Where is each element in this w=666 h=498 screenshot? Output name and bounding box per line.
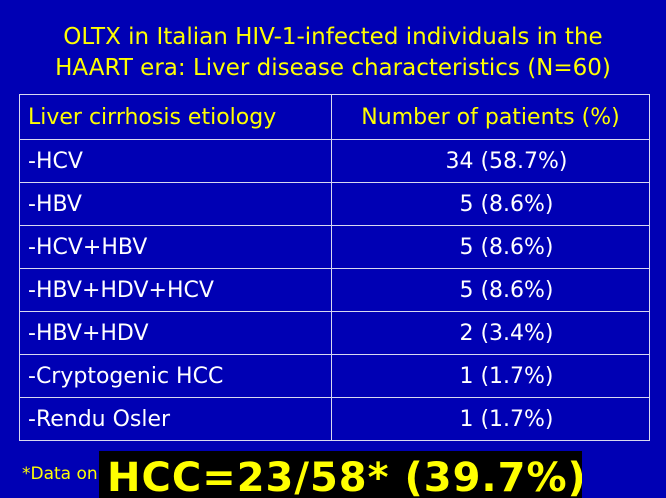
table-row: -HCV+HBV 5 (8.6%) [19, 225, 650, 269]
patient-count-cell: 2 (3.4%) [331, 311, 650, 355]
etiology-cell: -HBV+HDV+HCV [19, 268, 332, 312]
etiology-cell: -Cryptogenic HCC [19, 354, 332, 398]
slide-title: OLTX in Italian HIV-1-infected individua… [0, 22, 666, 84]
patient-count-cell: 1 (1.7%) [331, 354, 650, 398]
table-row: -Rendu Osler 1 (1.7%) [19, 397, 650, 441]
slide-title-line-2: HAART era: Liver disease characteristics… [55, 55, 611, 81]
hcc-banner-text: HCC=23/58* (39.7%) [107, 455, 582, 498]
table-row: -HBV+HDV 2 (3.4%) [19, 311, 650, 355]
patient-count-cell: 1 (1.7%) [331, 397, 650, 441]
patient-count-cell: 5 (8.6%) [331, 268, 650, 312]
hcc-banner: HCC=23/58* (39.7%) [99, 451, 582, 498]
table-row: -Cryptogenic HCC 1 (1.7%) [19, 354, 650, 398]
slide-title-line-1: OLTX in Italian HIV-1-infected individua… [63, 24, 603, 50]
table-row: -HBV 5 (8.6%) [19, 182, 650, 226]
patient-count-cell: 5 (8.6%) [331, 225, 650, 269]
etiology-cell: -Rendu Osler [19, 397, 332, 441]
header-etiology: Liver cirrhosis etiology [19, 94, 332, 140]
header-patient-count: Number of patients (%) [331, 94, 650, 140]
table-row: -HBV+HDV+HCV 5 (8.6%) [19, 268, 650, 312]
etiology-cell: -HCV [19, 139, 332, 183]
patient-count-cell: 5 (8.6%) [331, 182, 650, 226]
etiology-cell: -HBV+HDV [19, 311, 332, 355]
etiology-cell: -HCV+HBV [19, 225, 332, 269]
table-row: -HCV 34 (58.7%) [19, 139, 650, 183]
etiology-cell: -HBV [19, 182, 332, 226]
table-header-row: Liver cirrhosis etiology Number of patie… [19, 94, 650, 140]
patient-count-cell: 34 (58.7%) [331, 139, 650, 183]
etiology-table: Liver cirrhosis etiology Number of patie… [19, 94, 650, 441]
